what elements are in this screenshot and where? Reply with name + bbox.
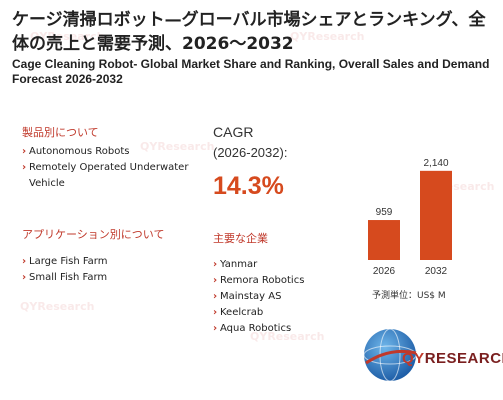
x-tick-label: 2026 [373,266,396,277]
cagr-value: 14.3% [213,172,284,200]
companies-heading: 主要な企業 [213,232,268,245]
bar-2032 [420,170,452,260]
list-item: Mainstay AS [213,289,353,305]
bar-value-label: 2,140 [423,158,448,169]
watermark: QYResearch [20,300,95,313]
list-item: Large Fish Farm [22,254,202,270]
forecast-bar-chart: 959 2026 2,140 2032 [368,158,452,277]
companies-list: Yanmar Remora Robotics Mainstay AS Keelc… [213,257,353,337]
page-title-en: Cage Cleaning Robot- Global Market Share… [12,57,490,86]
list-item: Remotely Operated Underwater Vehicle [22,160,202,192]
bar-value-label: 959 [376,207,393,218]
list-item: Aqua Robotics [213,321,353,337]
list-item: Keelcrab [213,305,353,321]
x-tick-label: 2032 [425,266,448,277]
logo-text: QYRESEARCH [402,350,503,367]
list-item: Autonomous Robots [22,144,202,160]
list-item: Remora Robotics [213,273,353,289]
applications-list: Large Fish Farm Small Fish Farm [22,254,202,286]
products-heading: 製品別について [22,126,99,139]
page-title-jp: ケージ清掃ロボット—グローバル市場シェアとランキング、全体の売上と需要予測、20… [12,10,486,54]
globe-icon [363,328,417,382]
applications-heading: アプリケーション別について [22,228,165,241]
bar-2026 [368,220,400,260]
cagr-label: CAGR [213,124,254,140]
list-item: Small Fish Farm [22,270,202,286]
products-list: Autonomous Robots Remotely Operated Unde… [22,144,202,192]
cagr-period: (2026-2032): [213,145,288,160]
qyresearch-logo [360,325,500,385]
list-item: Yanmar [213,257,353,273]
unit-note: 予測単位：US$ M [372,291,446,301]
